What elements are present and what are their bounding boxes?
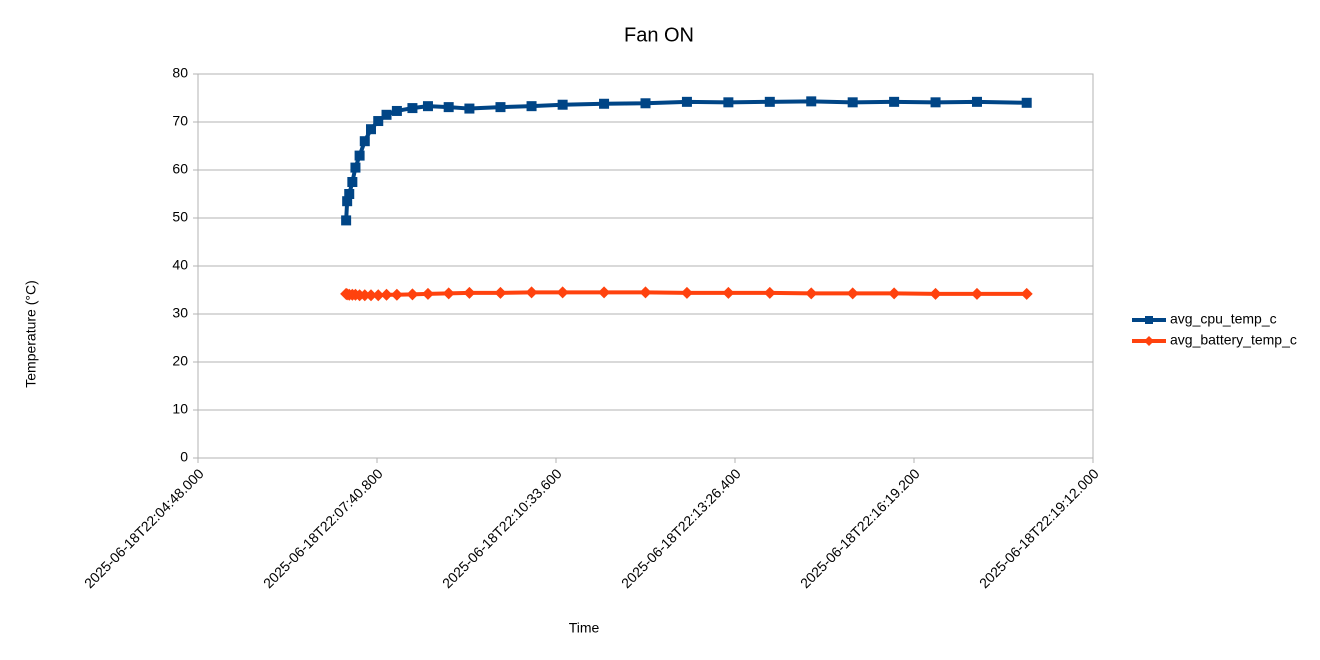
data-point <box>723 97 734 108</box>
data-point <box>681 96 692 107</box>
x-tick-label: 2025-06-18T22:19:12.000 <box>976 465 1102 591</box>
data-point <box>358 289 371 302</box>
data-point <box>847 97 858 108</box>
legend-marker <box>1145 316 1153 324</box>
data-point <box>364 289 377 302</box>
series-line <box>344 99 1027 221</box>
data-point <box>464 103 475 114</box>
y-tick-label: 70 <box>172 113 188 129</box>
data-point <box>495 102 506 113</box>
data-point <box>599 98 610 109</box>
data-point <box>422 101 433 112</box>
data-point <box>390 288 403 301</box>
data-point <box>806 96 817 107</box>
data-point <box>1021 97 1032 108</box>
data-point <box>846 287 859 300</box>
legend-label: avg_cpu_temp_c <box>1170 311 1277 327</box>
data-point <box>380 288 393 301</box>
data-point <box>805 287 818 300</box>
data-point <box>344 189 355 199</box>
data-point <box>526 101 537 112</box>
plot-frame <box>197 73 1094 459</box>
data-point <box>764 96 775 107</box>
x-tick-label: 2025-06-18T22:04:48.000 <box>81 465 207 591</box>
data-point <box>421 287 434 300</box>
legend-marker <box>1144 336 1154 346</box>
data-point <box>373 116 384 127</box>
data-point <box>556 286 569 299</box>
y-tick-label: 60 <box>172 161 188 177</box>
data-point <box>722 286 735 299</box>
data-point <box>971 96 982 107</box>
data-point <box>888 287 901 300</box>
chart-title: Fan ON <box>624 24 694 46</box>
legend-label: avg_battery_temp_c <box>1170 332 1297 348</box>
x-tick-label: 2025-06-18T22:10:33.600 <box>439 465 565 591</box>
data-point <box>391 105 402 116</box>
data-point <box>889 96 900 107</box>
x-tick-label: 2025-06-18T22:13:26.400 <box>618 465 744 591</box>
data-point <box>442 287 455 300</box>
data-point <box>639 286 652 299</box>
data-point <box>525 286 538 299</box>
data-point <box>342 196 353 207</box>
y-tick-label: 50 <box>172 209 188 225</box>
data-point <box>365 124 376 135</box>
y-tick-label: 0 <box>180 449 188 465</box>
data-point <box>1020 287 1033 300</box>
x-tick-label: 2025-06-18T22:07:40.800 <box>260 465 386 591</box>
data-point <box>359 136 370 147</box>
data-point <box>407 103 418 114</box>
data-point <box>930 97 941 108</box>
x-tick-label: 2025-06-18T22:16:19.200 <box>797 465 923 591</box>
data-point <box>680 286 693 299</box>
data-point <box>763 286 776 299</box>
y-tick-label: 40 <box>172 257 188 273</box>
y-tick-label: 30 <box>172 305 188 321</box>
data-point <box>494 286 507 299</box>
y-tick-label: 20 <box>172 353 188 369</box>
x-axis-title: Time <box>569 620 600 636</box>
data-point <box>381 109 392 120</box>
y-axis-title: Temperature (°C) <box>23 280 39 388</box>
data-point <box>640 98 651 109</box>
data-point <box>347 177 358 187</box>
data-point <box>929 287 942 300</box>
data-point <box>406 288 419 301</box>
data-point <box>443 102 454 113</box>
data-point <box>463 286 476 299</box>
y-tick-label: 80 <box>172 65 188 81</box>
data-point <box>598 286 611 299</box>
y-tick-label: 10 <box>172 401 188 417</box>
data-point <box>354 150 365 161</box>
data-point <box>341 215 352 226</box>
data-point <box>970 287 983 300</box>
data-point <box>350 162 361 173</box>
data-point <box>372 289 385 302</box>
data-point <box>557 99 568 110</box>
